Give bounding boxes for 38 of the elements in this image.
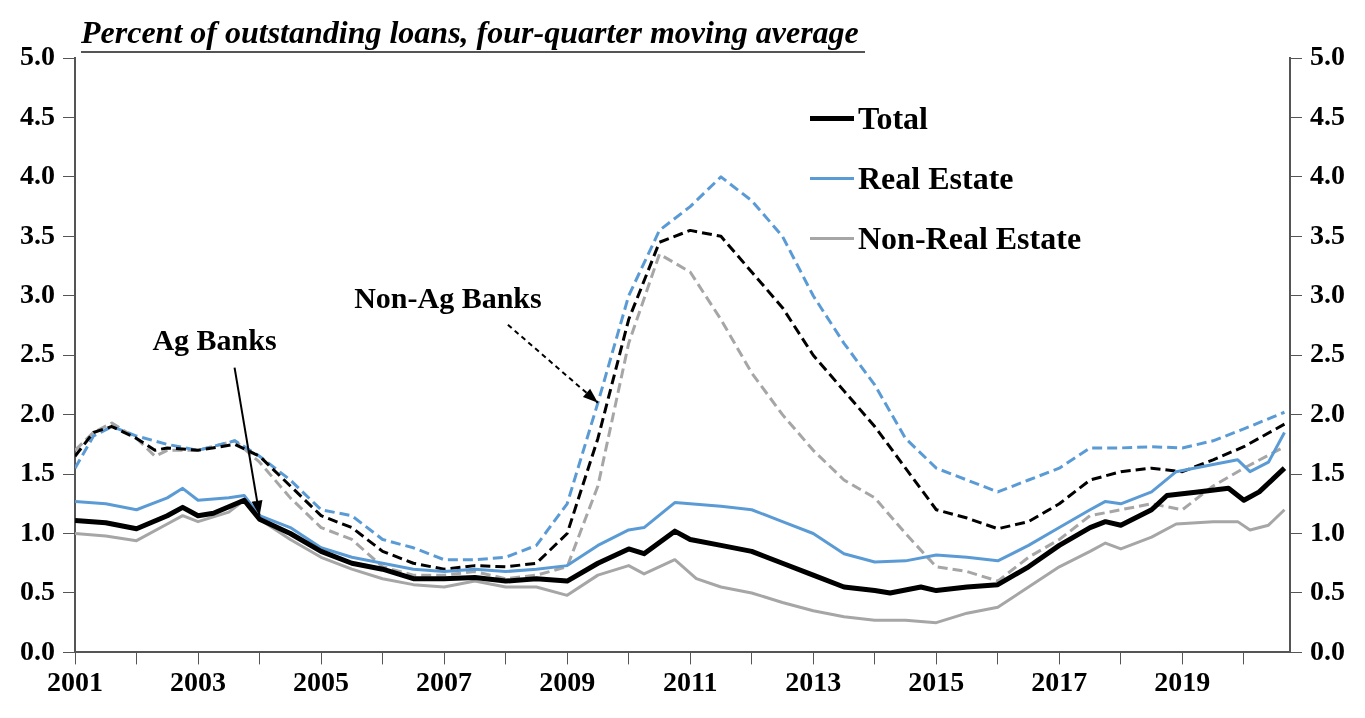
y2-tick-label: 5.0 xyxy=(1310,40,1345,72)
x-tick-label: 2001 xyxy=(47,666,103,698)
y2-tick-label: 4.0 xyxy=(1310,159,1345,191)
y2-tick-label: 3.5 xyxy=(1310,218,1345,250)
chart-title: Percent of outstanding loans, four-quarter moving average xyxy=(81,14,865,53)
y-tick-label: 0.5 xyxy=(20,575,55,607)
x-tick-label: 2011 xyxy=(662,666,718,698)
y-tick-label: 3.0 xyxy=(20,277,55,309)
y2-tick-label: 0.0 xyxy=(1310,634,1345,666)
annotation: Non-Ag Banks xyxy=(354,280,542,314)
y-tick-label: 1.0 xyxy=(20,515,55,547)
y2-tick-label: 2.0 xyxy=(1310,396,1345,428)
y2-tick-label: 1.5 xyxy=(1310,456,1345,488)
y-tick-label: 1.5 xyxy=(20,456,55,488)
y-tick-label: 0.0 xyxy=(20,634,55,666)
x-tick-label: 2007 xyxy=(416,666,473,698)
x-tick-label: 2013 xyxy=(785,666,842,698)
y-tick-label: 3.5 xyxy=(20,218,55,250)
x-tick-label: 2005 xyxy=(293,666,350,698)
legend-label: Real Estate xyxy=(858,159,1014,197)
y-tick-label: 4.0 xyxy=(20,159,55,191)
legend-label: Non-Real Estate xyxy=(858,219,1082,257)
annotation: Ag Banks xyxy=(152,323,277,357)
y2-tick-label: 2.5 xyxy=(1310,337,1345,369)
x-tick-label: 2009 xyxy=(539,666,596,698)
y-tick-label: 4.5 xyxy=(20,99,55,131)
x-tick-label: 2017 xyxy=(1031,666,1088,698)
x-tick-label: 2019 xyxy=(1154,666,1211,698)
y-tick-label: 2.0 xyxy=(20,396,55,428)
y-tick-label: 5.0 xyxy=(20,40,55,72)
y2-tick-label: 4.5 xyxy=(1310,99,1345,131)
x-tick-label: 2003 xyxy=(170,666,227,698)
y2-tick-label: 0.5 xyxy=(1310,575,1345,607)
x-tick-label: 2015 xyxy=(908,666,965,698)
legend-label: Total xyxy=(858,99,928,137)
y2-tick-label: 1.0 xyxy=(1310,515,1345,547)
y-tick-label: 2.5 xyxy=(20,337,55,369)
y2-tick-label: 3.0 xyxy=(1310,277,1345,309)
